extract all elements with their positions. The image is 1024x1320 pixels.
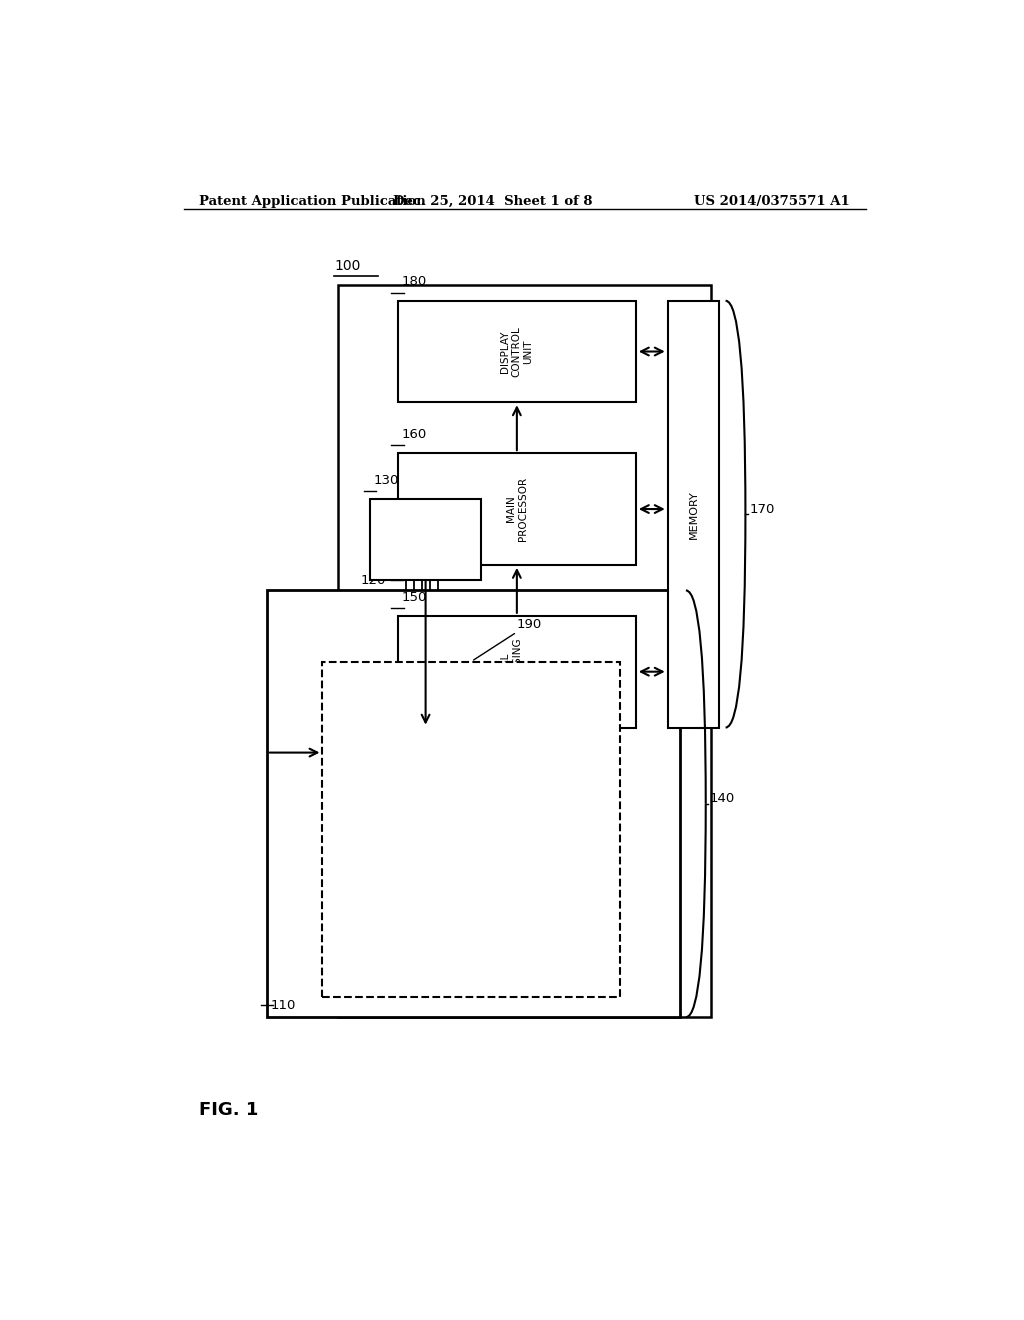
Text: Patent Application Publication: Patent Application Publication (200, 195, 426, 209)
Text: Dec. 25, 2014  Sheet 1 of 8: Dec. 25, 2014 Sheet 1 of 8 (393, 195, 593, 209)
Text: 170: 170 (750, 503, 775, 516)
Text: TOUCH PANEL
CONTROLLER: TOUCH PANEL CONTROLLER (416, 508, 435, 572)
Text: SIGNAL
PROCESSING
UNIT: SIGNAL PROCESSING UNIT (501, 638, 534, 705)
Bar (267, 590, 680, 1018)
Text: 100: 100 (334, 259, 360, 273)
Bar (397, 615, 636, 727)
Bar (338, 285, 712, 1018)
Text: 110: 110 (270, 999, 296, 1012)
Text: US 2014/0375571 A1: US 2014/0375571 A1 (694, 195, 850, 209)
Text: MAIN
PROCESSOR: MAIN PROCESSOR (506, 477, 527, 541)
Text: 160: 160 (401, 428, 427, 441)
Text: DISPLAY
CONTROL
UNIT: DISPLAY CONTROL UNIT (501, 326, 534, 378)
Bar (397, 453, 636, 565)
Text: 140: 140 (710, 792, 735, 805)
Bar (668, 301, 719, 727)
Text: 190: 190 (517, 618, 542, 631)
Text: 180: 180 (401, 276, 427, 289)
Text: 130: 130 (374, 474, 399, 487)
Text: 150: 150 (401, 590, 427, 603)
Bar (370, 499, 481, 581)
Bar (397, 301, 636, 403)
Text: FIG. 1: FIG. 1 (200, 1101, 259, 1119)
Text: 120: 120 (360, 574, 386, 586)
Text: MEMORY: MEMORY (688, 490, 698, 539)
Bar (323, 661, 621, 997)
